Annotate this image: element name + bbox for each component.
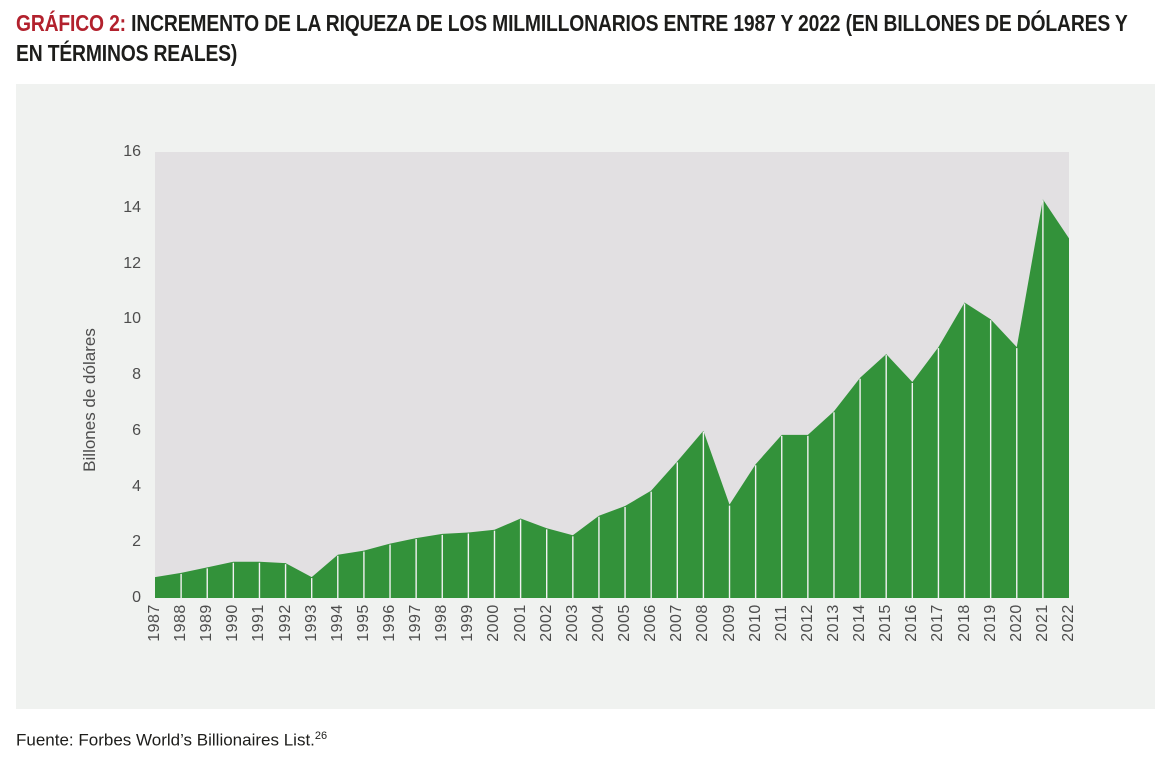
x-tick-label: 2004 xyxy=(589,604,607,642)
x-tick-label: 2022 xyxy=(1060,604,1077,642)
x-tick-label: 1989 xyxy=(198,604,216,642)
x-tick-label: 1994 xyxy=(328,604,346,642)
y-tick-label: 6 xyxy=(132,421,141,439)
x-tick-label: 2008 xyxy=(694,604,712,642)
x-tick-label: 2015 xyxy=(877,604,895,642)
y-tick-label: 14 xyxy=(123,198,141,216)
x-tick-label: 1997 xyxy=(407,604,425,642)
year-separator-lines xyxy=(180,200,1044,598)
y-tick-label: 8 xyxy=(132,366,141,383)
x-tick-label: 1993 xyxy=(302,604,320,642)
x-tick-label: 1992 xyxy=(276,604,294,642)
x-tick-label: 1988 xyxy=(172,604,190,642)
x-tick-label: 2003 xyxy=(563,604,581,642)
x-tick-label: 2020 xyxy=(1007,604,1025,642)
chart-title: GRÁFICO 2: INCREMENTO DE LA RIQUEZA DE L… xyxy=(16,8,1151,68)
x-tick-label: 2009 xyxy=(720,604,738,642)
y-tick-label: 2 xyxy=(132,533,141,551)
x-tick-label: 1999 xyxy=(459,604,477,642)
x-tick-label: 2005 xyxy=(616,604,634,642)
x-tick-label: 1991 xyxy=(250,604,268,642)
x-tick-label: 2002 xyxy=(537,604,555,642)
x-tick-label: 1998 xyxy=(433,604,451,642)
x-tick-label: 2006 xyxy=(642,604,660,642)
x-tick-label: 2011 xyxy=(772,604,790,642)
x-tick-label: 2017 xyxy=(929,604,947,642)
x-tick-label: 2021 xyxy=(1033,604,1051,642)
x-tick-label: 2000 xyxy=(485,604,503,642)
y-axis-title: Billones de dólares xyxy=(80,328,99,472)
x-tick-label: 2010 xyxy=(746,604,764,642)
x-tick-label: 2007 xyxy=(668,604,686,642)
y-tick-label: 10 xyxy=(123,310,141,328)
chart-title-line2: EN TÉRMINOS REALES) xyxy=(16,40,238,66)
source-note: Fuente: Forbes World’s Billionaires List… xyxy=(16,730,327,751)
y-tick-label: 0 xyxy=(132,589,141,606)
x-tick-label: 1995 xyxy=(354,604,372,642)
wealth-area-series xyxy=(155,199,1069,598)
x-tick-label: 2012 xyxy=(798,604,816,642)
x-tick-label: 2014 xyxy=(851,604,869,642)
x-tick-label: 2019 xyxy=(981,604,999,642)
y-tick-label: 12 xyxy=(123,254,141,272)
x-tick-label: 2001 xyxy=(511,604,529,642)
source-note-reference: 26 xyxy=(314,730,328,742)
y-tick-label: 16 xyxy=(123,143,141,160)
x-tick-label: 1990 xyxy=(224,604,242,642)
y-tick-label: 4 xyxy=(132,477,141,495)
x-tick-label: 1987 xyxy=(146,604,163,642)
x-tick-label: 1996 xyxy=(381,604,399,642)
chart-title-prefix: GRÁFICO 2: xyxy=(16,10,126,36)
x-tick-label: 2016 xyxy=(903,604,921,642)
wealth-area-chart xyxy=(155,152,1069,598)
chart-title-line1-rest: INCREMENTO DE LA RIQUEZA DE LOS MILMILLO… xyxy=(125,10,1128,36)
source-note-text: Fuente: Forbes World’s Billionaires List… xyxy=(16,730,315,750)
chart-title-line1: GRÁFICO 2: INCREMENTO DE LA RIQUEZA DE L… xyxy=(16,8,1128,38)
x-tick-label: 2013 xyxy=(824,604,842,642)
x-tick-label: 2018 xyxy=(955,604,973,642)
